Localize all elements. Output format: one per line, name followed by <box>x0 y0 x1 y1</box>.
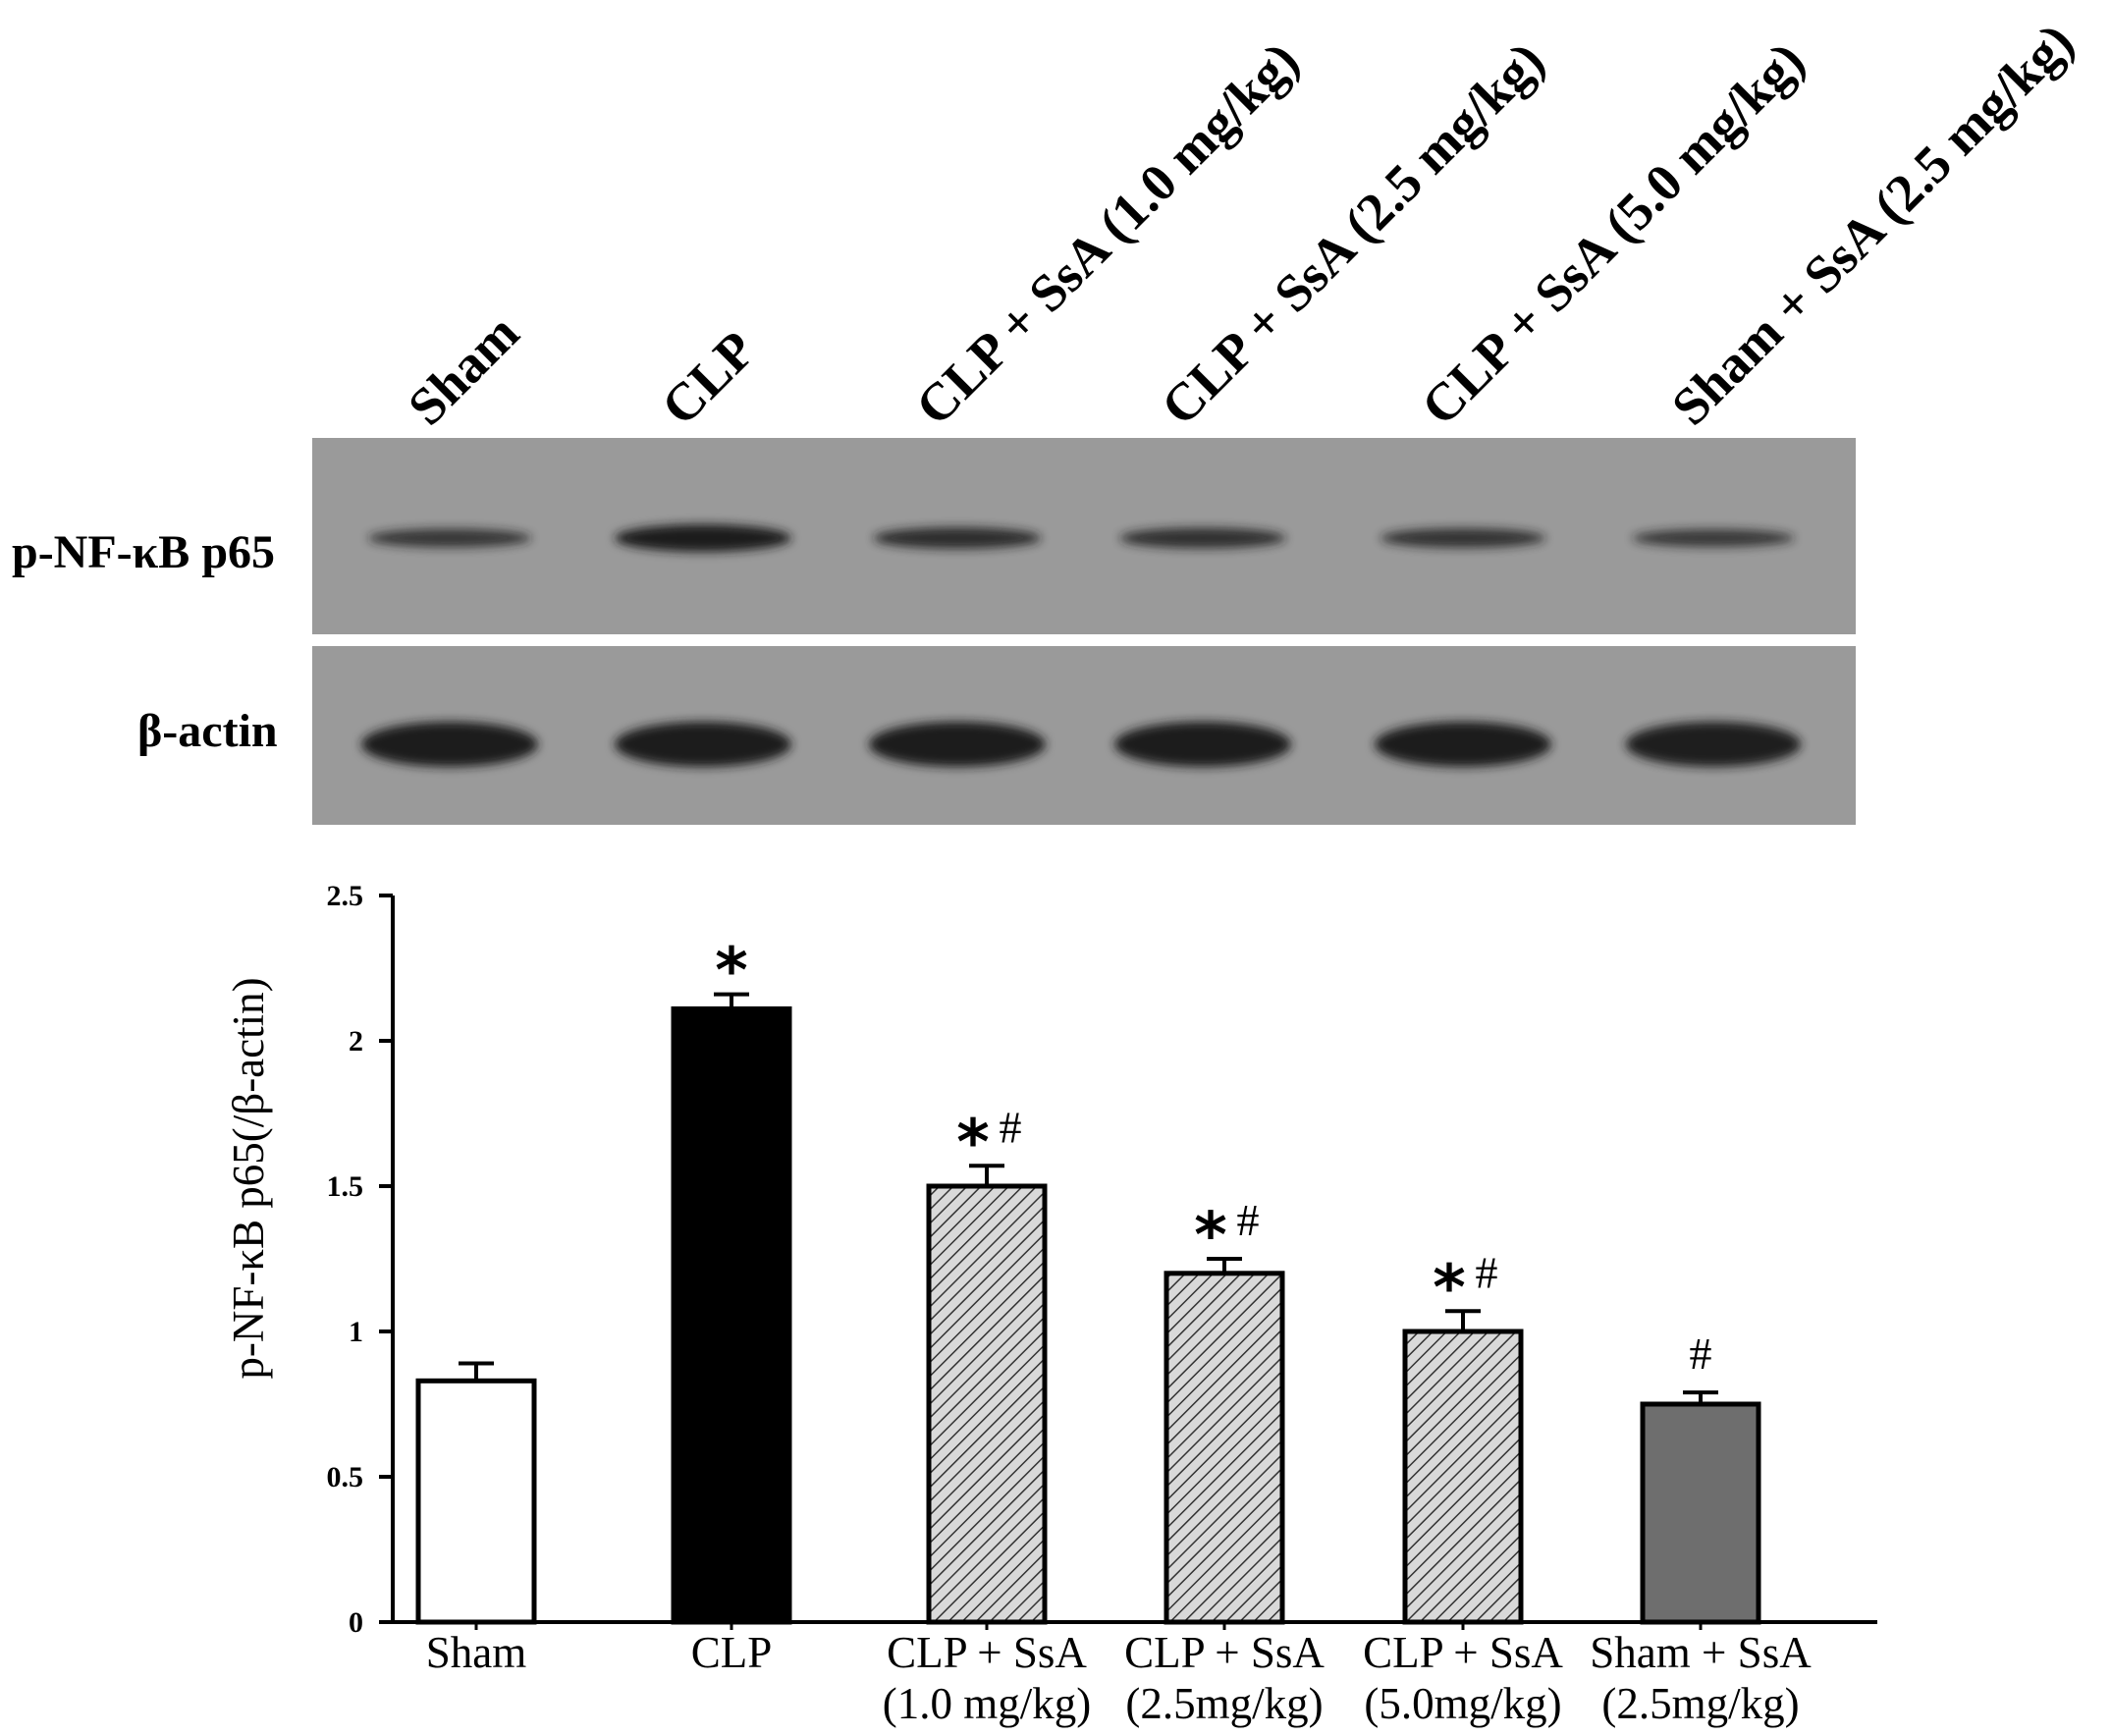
x-category-label: (1.0 mg/kg) <box>883 1679 1091 1728</box>
y-tick-label: 0 <box>349 1606 363 1639</box>
blot-band <box>1625 722 1802 767</box>
x-category-label: Sham <box>426 1628 527 1677</box>
blot-band <box>1380 528 1545 548</box>
x-category-label: (2.5mg/kg) <box>1125 1679 1323 1728</box>
significance-hash: # <box>1476 1247 1498 1297</box>
x-category-label: CLP + SsA <box>1124 1628 1325 1677</box>
blot-membrane-p65 <box>312 438 1856 634</box>
blot-bands <box>361 524 1802 767</box>
blot-band <box>873 527 1042 549</box>
y-tick-label: 2 <box>349 1025 363 1058</box>
significance-star: * <box>1194 1200 1226 1273</box>
bar <box>1640 1401 1761 1625</box>
blot-band <box>615 722 791 767</box>
blot-band <box>361 722 538 767</box>
y-tick-label: 0.5 <box>327 1461 364 1493</box>
x-category-label: CLP + SsA <box>887 1628 1087 1677</box>
blot-band <box>1375 722 1551 767</box>
bar <box>1164 1271 1285 1625</box>
bar <box>926 1183 1048 1625</box>
bar-chart: 00.511.522.5 ** #* #* ## Sham CLP CLP + SsA(1… <box>224 880 1877 1728</box>
error-bars <box>459 992 1718 1404</box>
x-category-label: CLP <box>691 1628 773 1677</box>
blot-membrane-actin <box>312 646 1856 825</box>
blot-band <box>615 524 791 552</box>
x-category-label: CLP + SsA <box>1363 1628 1563 1677</box>
blot-row-label-p65: p-NF-κB p65 <box>12 526 275 578</box>
bars <box>415 1005 1761 1625</box>
significance-star: * <box>1433 1252 1465 1325</box>
blot-band <box>1632 529 1795 547</box>
x-category-label: (2.5mg/kg) <box>1601 1679 1799 1728</box>
blot-band <box>869 722 1046 767</box>
significance-star: * <box>715 936 747 1008</box>
significance-hash: # <box>1690 1329 1712 1379</box>
significance-hash: # <box>1237 1195 1260 1245</box>
x-category-label: Sham + SsA <box>1590 1628 1812 1677</box>
bar <box>671 1005 792 1625</box>
blot-lane-label: Sham + SsA (2.5 mg/kg) <box>1660 12 2084 436</box>
blot-lane-labels: Sham CLP CLP + SsA (1.0 mg/kg)CLP + SsA (2… <box>397 12 2084 436</box>
y-tick-label: 1.5 <box>327 1170 364 1203</box>
y-tick-label: 1 <box>349 1316 363 1348</box>
western-blot: Sham CLP CLP + SsA (1.0 mg/kg)CLP + SsA (2… <box>12 12 2084 825</box>
blot-lane-label: Sham <box>397 303 530 437</box>
y-axis-title: p-NF-κB p65(/β-actin) <box>224 977 273 1379</box>
blot-row-label-actin: β-actin <box>137 705 278 757</box>
bar <box>1402 1329 1524 1625</box>
significance-annotations: ** #* #* ## <box>715 936 1711 1380</box>
blot-band <box>367 528 532 548</box>
bar <box>415 1378 537 1625</box>
y-tick-label: 2.5 <box>327 880 364 912</box>
blot-lane-label: CLP <box>650 320 767 437</box>
significance-star: * <box>956 1107 989 1179</box>
significance-hash: # <box>1000 1102 1022 1152</box>
blot-band <box>1119 527 1286 549</box>
blot-band <box>1114 722 1291 767</box>
x-category-label: (5.0mg/kg) <box>1364 1679 1561 1728</box>
x-category-labels: Sham CLP CLP + SsA(1.0 mg/kg)CLP + SsA(2.5… <box>426 1628 1812 1728</box>
y-axis-ticks: 0 0.5 1 1.5 2 2.5 <box>327 880 393 1639</box>
